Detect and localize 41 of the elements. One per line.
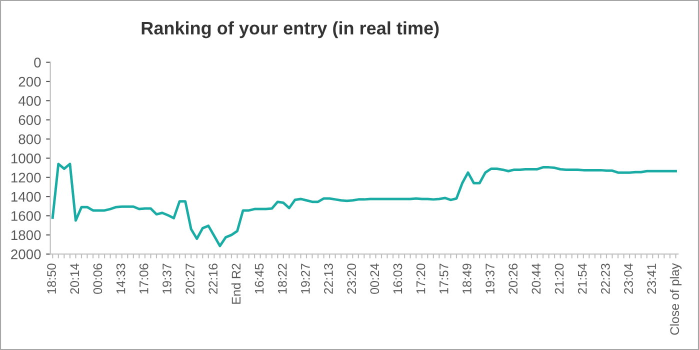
- x-tick-label: 22:13: [324, 264, 333, 294]
- x-tick-label: 16:45: [254, 264, 264, 294]
- y-tick-label: 400: [18, 96, 41, 106]
- y-tick-label: 1800: [11, 230, 41, 240]
- x-tick-label: 21:20: [554, 264, 564, 294]
- x-tick-label: 18:50: [47, 264, 56, 294]
- x-tick-label: 00:24: [370, 263, 380, 294]
- x-tick-label: 19:37: [486, 264, 494, 294]
- x-tick-label: 21:54: [578, 263, 587, 294]
- x-tick-label: 23:04: [624, 263, 633, 294]
- x-tick-label: 22:16: [208, 264, 218, 294]
- y-tick-label: 1200: [11, 172, 41, 183]
- x-tick-label: 23:20: [347, 264, 356, 294]
- y-tick-label: 0: [34, 58, 41, 68]
- y-tick-label: 600: [18, 115, 41, 126]
- y-tick-label: 200: [18, 76, 41, 87]
- y-tick-label: 1600: [11, 211, 41, 221]
- x-tick-label: End R2: [231, 264, 241, 304]
- x-tick-label: 22:23: [600, 264, 610, 294]
- x-tick-label: 16:03: [393, 264, 402, 294]
- x-tick-label: 00:06: [93, 264, 102, 294]
- x-tick-label: 17:20: [416, 264, 426, 294]
- y-tick-label: 1000: [11, 154, 41, 164]
- x-tick-label: 19:27: [300, 264, 310, 294]
- x-tick-label: Close of play: [670, 263, 682, 335]
- y-tick-label: 1400: [11, 192, 41, 202]
- x-tick-label: 20:27: [186, 264, 194, 294]
- y-tick-label: 2000: [11, 249, 41, 260]
- x-tick-label: 17:57: [440, 264, 448, 294]
- x-tick-label: 14:33: [116, 264, 126, 294]
- x-tick-label: 20:14: [70, 263, 80, 294]
- x-tick-label: 17:06: [139, 264, 148, 294]
- x-tick-label: 19:37: [162, 264, 172, 294]
- x-tick-label: 18:49: [462, 264, 472, 294]
- x-tick-label: 18:22: [278, 264, 287, 294]
- y-tick-label: 800: [18, 134, 41, 144]
- x-tick-label: 20:26: [508, 264, 518, 294]
- line-series: [51, 162, 677, 248]
- x-tick-label: 23:41: [647, 264, 656, 294]
- x-tick-label: 20:44: [532, 263, 541, 294]
- chart-title: Ranking of your entry (in real time): [142, 21, 439, 38]
